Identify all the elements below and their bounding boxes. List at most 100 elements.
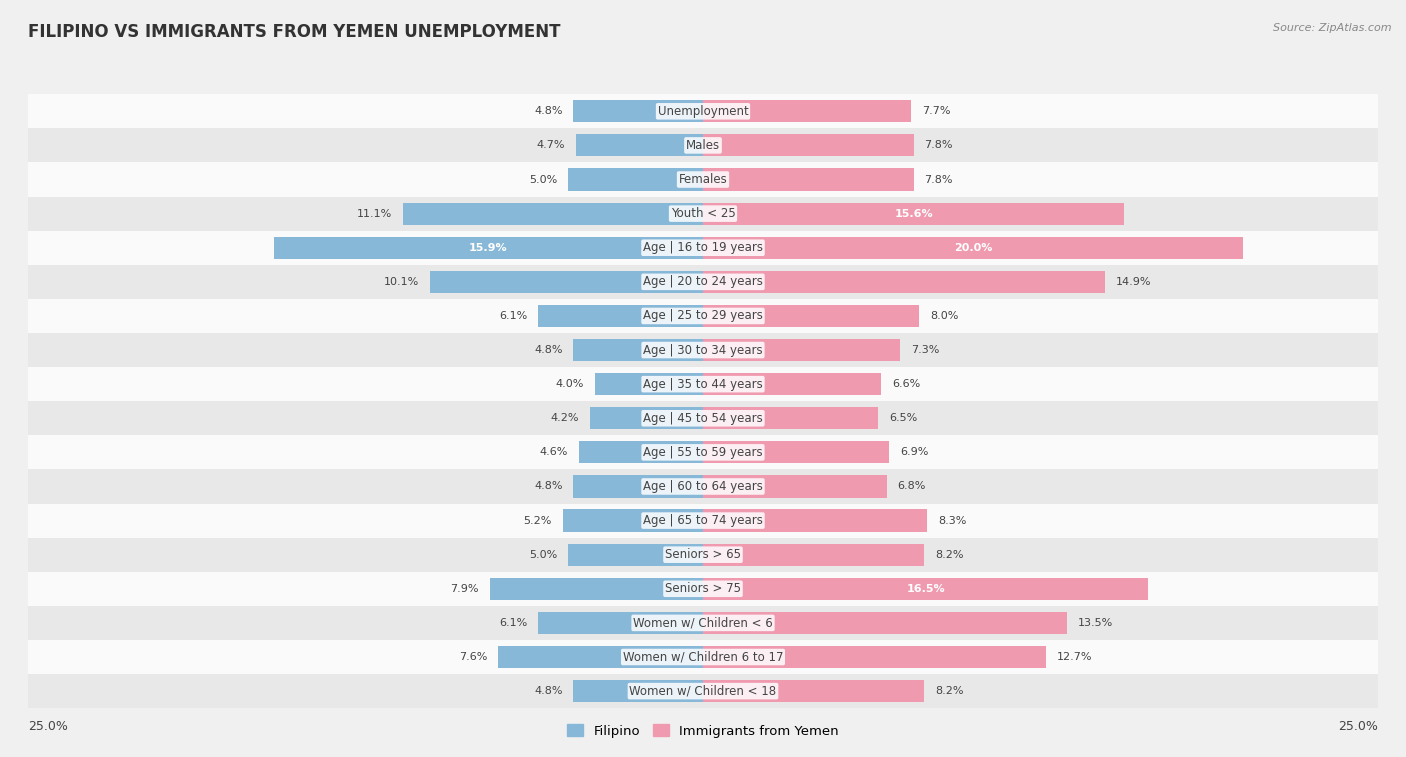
- Text: 7.7%: 7.7%: [922, 106, 950, 117]
- Bar: [574, 339, 703, 361]
- Bar: [703, 578, 1149, 600]
- Text: 7.8%: 7.8%: [924, 175, 953, 185]
- Text: 11.1%: 11.1%: [357, 209, 392, 219]
- Text: Age | 60 to 64 years: Age | 60 to 64 years: [643, 480, 763, 493]
- Text: 8.0%: 8.0%: [929, 311, 957, 321]
- Bar: [574, 475, 703, 497]
- Text: 6.9%: 6.9%: [900, 447, 928, 457]
- Bar: [28, 299, 1378, 333]
- Bar: [28, 197, 1378, 231]
- Text: 4.8%: 4.8%: [534, 106, 562, 117]
- Text: 20.0%: 20.0%: [953, 243, 993, 253]
- Text: Females: Females: [679, 173, 727, 186]
- Text: Source: ZipAtlas.com: Source: ZipAtlas.com: [1274, 23, 1392, 33]
- Text: 14.9%: 14.9%: [1116, 277, 1152, 287]
- Text: Seniors > 65: Seniors > 65: [665, 548, 741, 561]
- Bar: [28, 435, 1378, 469]
- Text: Age | 45 to 54 years: Age | 45 to 54 years: [643, 412, 763, 425]
- Bar: [28, 640, 1378, 674]
- Text: 7.3%: 7.3%: [911, 345, 939, 355]
- Bar: [579, 441, 703, 463]
- Bar: [28, 367, 1378, 401]
- Bar: [562, 509, 703, 531]
- Bar: [703, 271, 1105, 293]
- Bar: [538, 305, 703, 327]
- Text: Age | 30 to 34 years: Age | 30 to 34 years: [643, 344, 763, 357]
- Text: Age | 65 to 74 years: Age | 65 to 74 years: [643, 514, 763, 527]
- Bar: [430, 271, 703, 293]
- Text: 5.0%: 5.0%: [529, 550, 557, 559]
- Bar: [274, 237, 703, 259]
- Bar: [703, 612, 1067, 634]
- Bar: [28, 606, 1378, 640]
- Text: Age | 20 to 24 years: Age | 20 to 24 years: [643, 276, 763, 288]
- Bar: [703, 407, 879, 429]
- Text: Age | 16 to 19 years: Age | 16 to 19 years: [643, 241, 763, 254]
- Text: 6.5%: 6.5%: [889, 413, 918, 423]
- Text: 8.2%: 8.2%: [935, 550, 963, 559]
- Bar: [703, 100, 911, 123]
- Text: Women w/ Children < 18: Women w/ Children < 18: [630, 684, 776, 698]
- Text: 6.1%: 6.1%: [499, 311, 527, 321]
- Bar: [574, 680, 703, 702]
- Bar: [703, 305, 920, 327]
- Text: 12.7%: 12.7%: [1057, 652, 1092, 662]
- Text: 4.8%: 4.8%: [534, 345, 562, 355]
- Bar: [28, 674, 1378, 708]
- Text: 4.8%: 4.8%: [534, 686, 562, 696]
- Text: 4.2%: 4.2%: [550, 413, 579, 423]
- Text: Males: Males: [686, 139, 720, 152]
- Text: 7.8%: 7.8%: [924, 140, 953, 151]
- Bar: [574, 100, 703, 123]
- Text: Youth < 25: Youth < 25: [671, 207, 735, 220]
- Bar: [703, 680, 924, 702]
- Bar: [703, 509, 927, 531]
- Bar: [28, 231, 1378, 265]
- Bar: [28, 572, 1378, 606]
- Bar: [498, 646, 703, 668]
- Bar: [28, 537, 1378, 572]
- Text: Women w/ Children 6 to 17: Women w/ Children 6 to 17: [623, 650, 783, 663]
- Text: 8.2%: 8.2%: [935, 686, 963, 696]
- Text: 4.0%: 4.0%: [555, 379, 585, 389]
- Text: 25.0%: 25.0%: [28, 720, 67, 734]
- Bar: [703, 544, 924, 565]
- Bar: [576, 134, 703, 157]
- Bar: [703, 339, 900, 361]
- Bar: [703, 169, 914, 191]
- Text: 16.5%: 16.5%: [907, 584, 945, 593]
- Text: 15.9%: 15.9%: [470, 243, 508, 253]
- Bar: [28, 401, 1378, 435]
- Text: 7.9%: 7.9%: [450, 584, 479, 593]
- Text: 25.0%: 25.0%: [1339, 720, 1378, 734]
- Bar: [28, 163, 1378, 197]
- Bar: [595, 373, 703, 395]
- Bar: [28, 129, 1378, 163]
- Text: 15.6%: 15.6%: [894, 209, 932, 219]
- Bar: [28, 95, 1378, 129]
- Bar: [28, 333, 1378, 367]
- Text: 6.8%: 6.8%: [897, 481, 925, 491]
- Text: 4.6%: 4.6%: [540, 447, 568, 457]
- Text: Women w/ Children < 6: Women w/ Children < 6: [633, 616, 773, 629]
- Text: 4.7%: 4.7%: [537, 140, 565, 151]
- Bar: [703, 441, 889, 463]
- Bar: [703, 373, 882, 395]
- Bar: [404, 203, 703, 225]
- Bar: [703, 646, 1046, 668]
- Text: 8.3%: 8.3%: [938, 516, 966, 525]
- Text: Age | 55 to 59 years: Age | 55 to 59 years: [643, 446, 763, 459]
- Text: 13.5%: 13.5%: [1078, 618, 1114, 628]
- Bar: [703, 203, 1125, 225]
- Text: 4.8%: 4.8%: [534, 481, 562, 491]
- Bar: [28, 469, 1378, 503]
- Text: Seniors > 75: Seniors > 75: [665, 582, 741, 595]
- Text: Unemployment: Unemployment: [658, 104, 748, 118]
- Bar: [703, 475, 887, 497]
- Bar: [703, 134, 914, 157]
- Text: 6.6%: 6.6%: [891, 379, 920, 389]
- Bar: [28, 503, 1378, 537]
- Bar: [568, 544, 703, 565]
- Bar: [28, 265, 1378, 299]
- Bar: [703, 237, 1243, 259]
